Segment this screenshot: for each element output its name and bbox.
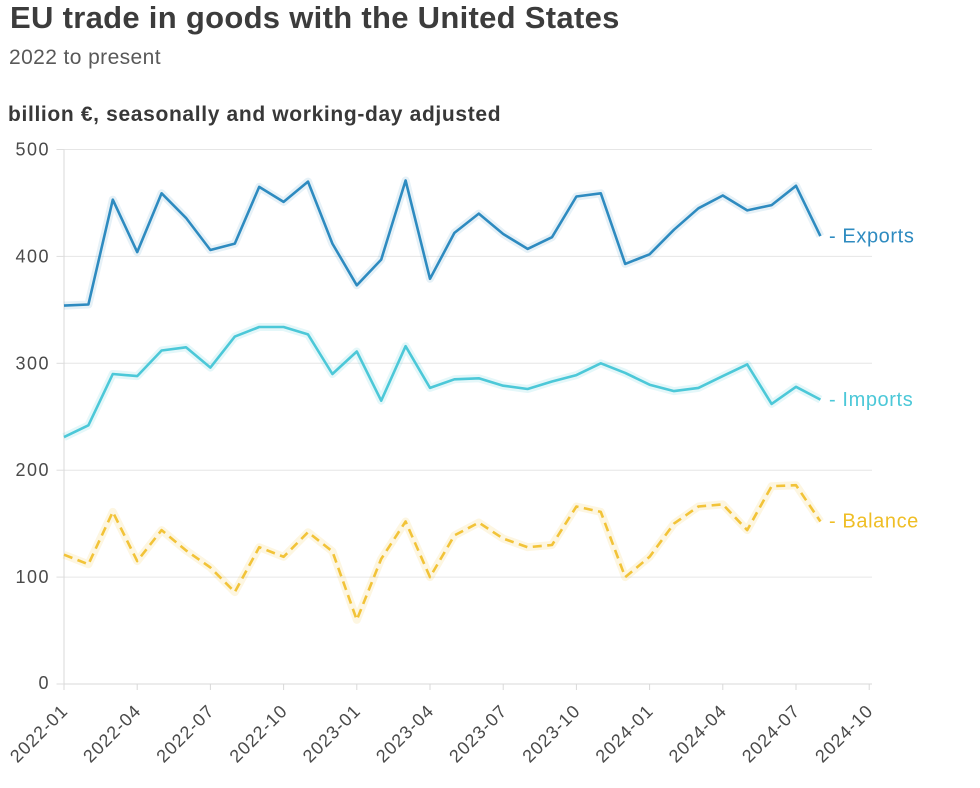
svg-text:- Imports: - Imports xyxy=(829,389,913,411)
svg-text:2022-07: 2022-07 xyxy=(152,701,218,767)
svg-text:0: 0 xyxy=(38,673,50,693)
svg-text:2024-10: 2024-10 xyxy=(811,701,877,767)
svg-text:2024-07: 2024-07 xyxy=(738,701,804,767)
svg-text:500: 500 xyxy=(15,140,50,160)
svg-text:2022-04: 2022-04 xyxy=(79,701,145,767)
svg-text:2024-01: 2024-01 xyxy=(592,701,658,767)
svg-text:2024-04: 2024-04 xyxy=(665,701,731,767)
svg-text:2023-04: 2023-04 xyxy=(372,701,438,767)
svg-text:2023-07: 2023-07 xyxy=(445,701,511,767)
svg-text:2023-01: 2023-01 xyxy=(299,701,365,767)
svg-text:2023-10: 2023-10 xyxy=(518,701,584,767)
svg-text:2022-01: 2022-01 xyxy=(6,701,72,767)
svg-text:100: 100 xyxy=(15,567,50,587)
svg-text:2022-10: 2022-10 xyxy=(226,701,292,767)
svg-text:400: 400 xyxy=(15,246,50,266)
svg-text:- Balance: - Balance xyxy=(829,511,919,533)
svg-text:200: 200 xyxy=(15,460,50,480)
svg-text:300: 300 xyxy=(15,353,50,373)
svg-text:- Exports: - Exports xyxy=(829,226,914,248)
